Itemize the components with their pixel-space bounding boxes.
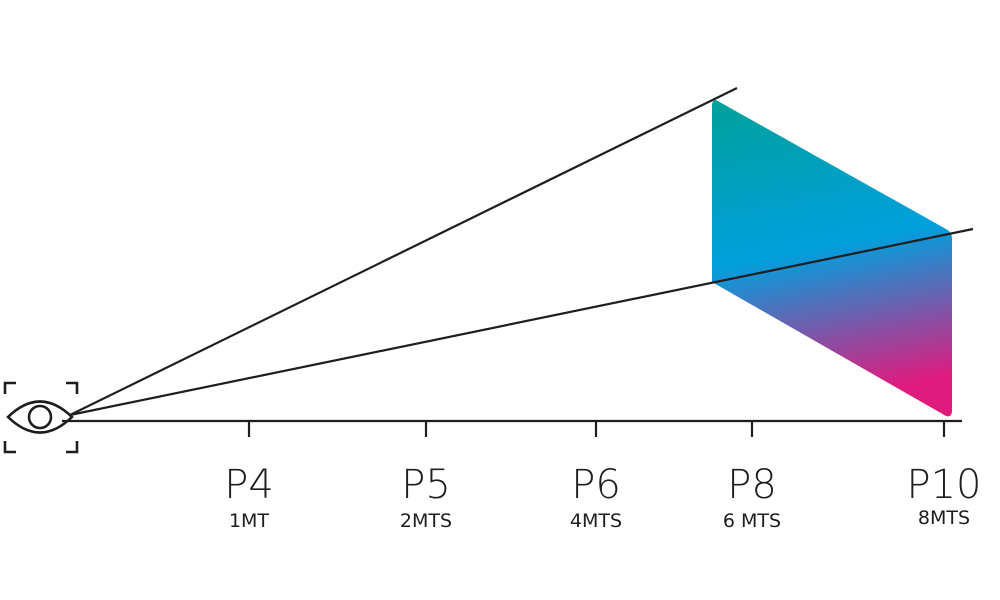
focus-frame-icon <box>3 381 79 454</box>
stop-labels: P4 1MT P5 2MTS P6 4MTS P8 6 MTS P10 8MTS <box>224 462 981 532</box>
distance-label: 4MTS <box>570 510 622 532</box>
distance-label: 8MTS <box>918 507 970 529</box>
distance-label: 1MT <box>229 510 269 532</box>
pitch-label: P5 <box>401 462 451 508</box>
axis-ticks <box>247 421 946 437</box>
eye-icon <box>6 400 74 434</box>
distance-label: 2MTS <box>400 510 452 532</box>
upper-sight-line <box>69 87 738 416</box>
distance-label: 6 MTS <box>723 510 781 532</box>
pitch-label: P8 <box>727 462 777 508</box>
lower-sight-line <box>69 227 974 417</box>
pitch-label: P6 <box>571 462 621 508</box>
pitch-label: P10 <box>906 462 981 508</box>
pitch-label: P4 <box>224 462 274 508</box>
